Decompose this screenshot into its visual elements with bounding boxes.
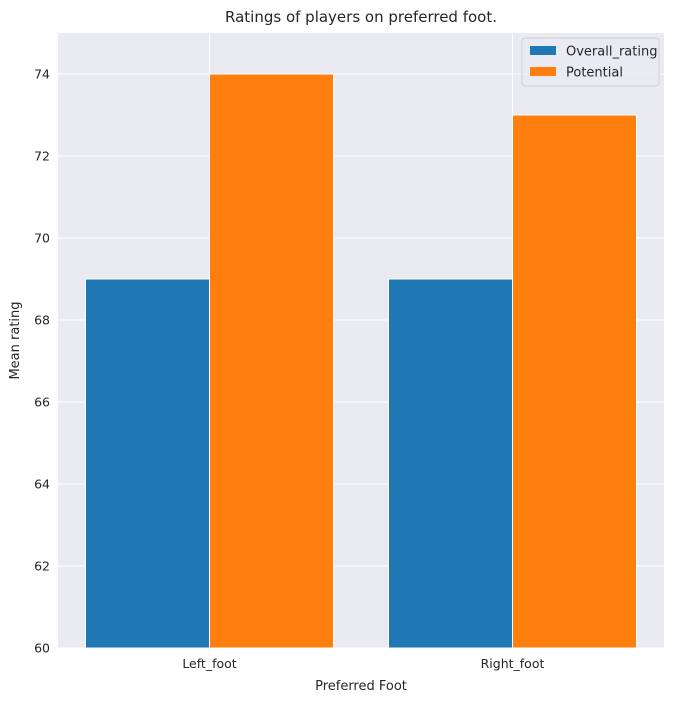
y-axis-ticks: 60 62 64 66 68 70 72 74: [34, 67, 50, 656]
legend-swatch: [530, 67, 556, 76]
legend-label: Overall_rating: [566, 45, 657, 60]
x-axis-ticks: Left_foot Right_foot: [182, 656, 544, 671]
bar-potential-left-foot: [209, 73, 334, 649]
y-tick-label: 70: [34, 231, 50, 246]
y-tick-label: 60: [34, 641, 50, 656]
legend-box: [521, 37, 660, 87]
bar-overall-rating-right-foot: [388, 278, 513, 649]
chart-title: Ratings of players on preferred foot.: [225, 8, 497, 26]
bars: [85, 73, 637, 649]
y-tick-label: 64: [34, 477, 50, 492]
y-tick-label: 74: [34, 67, 50, 82]
legend-swatch: [530, 46, 556, 55]
legend-label: Potential: [566, 66, 623, 81]
y-tick-label: 66: [34, 395, 50, 410]
y-tick-label: 72: [34, 149, 50, 164]
y-tick-label: 62: [34, 559, 50, 574]
x-axis-label: Preferred Foot: [315, 679, 407, 694]
x-tick-label: Right_foot: [481, 656, 545, 671]
bar-potential-right-foot: [512, 114, 637, 649]
legend: Overall_rating Potential: [521, 37, 660, 87]
y-axis-label: Mean rating: [8, 301, 23, 379]
y-tick-label: 68: [34, 313, 50, 328]
x-tick-label: Left_foot: [182, 656, 236, 671]
bar-overall-rating-left-foot: [85, 278, 210, 649]
